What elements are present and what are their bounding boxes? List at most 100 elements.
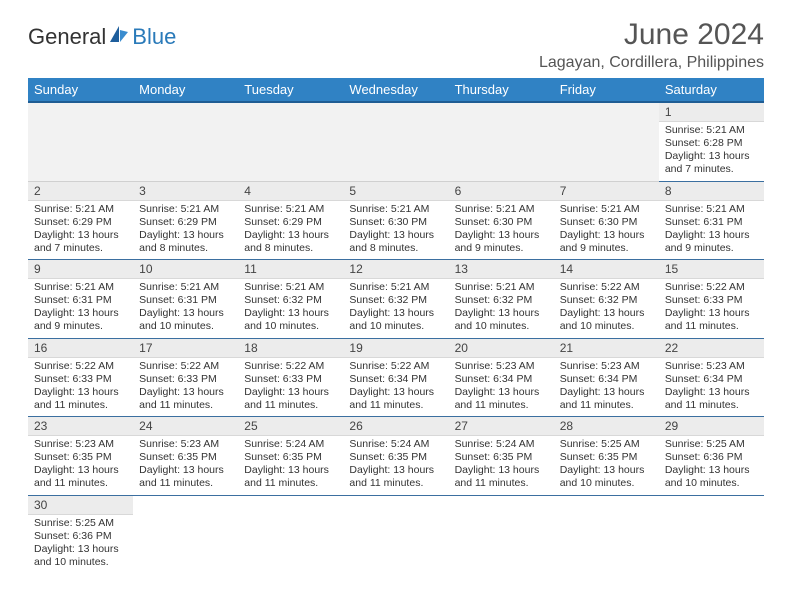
calendar-week: 2Sunrise: 5:21 AMSunset: 6:29 PMDaylight… bbox=[28, 181, 764, 260]
calendar-cell: 19Sunrise: 5:22 AMSunset: 6:34 PMDayligh… bbox=[343, 338, 448, 417]
day-details: Sunrise: 5:22 AMSunset: 6:32 PMDaylight:… bbox=[554, 279, 659, 338]
sunset-line: Sunset: 6:34 PM bbox=[455, 373, 548, 386]
day-number: 23 bbox=[28, 417, 133, 436]
day-details: Sunrise: 5:21 AMSunset: 6:31 PMDaylight:… bbox=[659, 201, 764, 260]
sunrise-line: Sunrise: 5:21 AM bbox=[349, 203, 442, 216]
day-details: Sunrise: 5:21 AMSunset: 6:32 PMDaylight:… bbox=[449, 279, 554, 338]
day-number: 10 bbox=[133, 260, 238, 279]
calendar-cell: 1Sunrise: 5:21 AMSunset: 6:28 PMDaylight… bbox=[659, 102, 764, 181]
title-block: June 2024 Lagayan, Cordillera, Philippin… bbox=[539, 18, 764, 72]
month-title: June 2024 bbox=[539, 18, 764, 52]
day-details: Sunrise: 5:22 AMSunset: 6:33 PMDaylight:… bbox=[28, 358, 133, 417]
sunset-line: Sunset: 6:33 PM bbox=[34, 373, 127, 386]
daylight-line: Daylight: 13 hours and 11 minutes. bbox=[665, 307, 758, 333]
day-number: 13 bbox=[449, 260, 554, 279]
day-number: 15 bbox=[659, 260, 764, 279]
daylight-line: Daylight: 13 hours and 7 minutes. bbox=[34, 229, 127, 255]
sunset-line: Sunset: 6:29 PM bbox=[244, 216, 337, 229]
daylight-line: Daylight: 13 hours and 9 minutes. bbox=[455, 229, 548, 255]
day-details: Sunrise: 5:24 AMSunset: 6:35 PMDaylight:… bbox=[343, 436, 448, 495]
day-details: Sunrise: 5:21 AMSunset: 6:29 PMDaylight:… bbox=[28, 201, 133, 260]
sunset-line: Sunset: 6:30 PM bbox=[455, 216, 548, 229]
calendar-table: SundayMondayTuesdayWednesdayThursdayFrid… bbox=[28, 78, 764, 573]
sunrise-line: Sunrise: 5:25 AM bbox=[34, 517, 127, 530]
calendar-cell bbox=[554, 102, 659, 181]
weekday-header: Monday bbox=[133, 78, 238, 102]
calendar-cell: 11Sunrise: 5:21 AMSunset: 6:32 PMDayligh… bbox=[238, 260, 343, 339]
calendar-week: 30Sunrise: 5:25 AMSunset: 6:36 PMDayligh… bbox=[28, 495, 764, 573]
daylight-line: Daylight: 13 hours and 10 minutes. bbox=[560, 464, 653, 490]
sunrise-line: Sunrise: 5:25 AM bbox=[560, 438, 653, 451]
sunrise-line: Sunrise: 5:21 AM bbox=[560, 203, 653, 216]
day-details: Sunrise: 5:25 AMSunset: 6:36 PMDaylight:… bbox=[659, 436, 764, 495]
calendar-cell: 27Sunrise: 5:24 AMSunset: 6:35 PMDayligh… bbox=[449, 417, 554, 496]
day-number: 30 bbox=[28, 496, 133, 515]
sunrise-line: Sunrise: 5:21 AM bbox=[665, 124, 758, 137]
page-header: General Blue June 2024 Lagayan, Cordille… bbox=[28, 18, 764, 72]
calendar-week: 1Sunrise: 5:21 AMSunset: 6:28 PMDaylight… bbox=[28, 102, 764, 181]
day-number: 25 bbox=[238, 417, 343, 436]
day-number: 8 bbox=[659, 182, 764, 201]
brand-text-1: General bbox=[28, 24, 106, 50]
sunrise-line: Sunrise: 5:23 AM bbox=[139, 438, 232, 451]
daylight-line: Daylight: 13 hours and 10 minutes. bbox=[349, 307, 442, 333]
calendar-week: 16Sunrise: 5:22 AMSunset: 6:33 PMDayligh… bbox=[28, 338, 764, 417]
calendar-cell: 24Sunrise: 5:23 AMSunset: 6:35 PMDayligh… bbox=[133, 417, 238, 496]
daylight-line: Daylight: 13 hours and 11 minutes. bbox=[244, 386, 337, 412]
sunrise-line: Sunrise: 5:21 AM bbox=[349, 281, 442, 294]
daylight-line: Daylight: 13 hours and 7 minutes. bbox=[665, 150, 758, 176]
day-number: 11 bbox=[238, 260, 343, 279]
sunset-line: Sunset: 6:33 PM bbox=[665, 294, 758, 307]
day-details: Sunrise: 5:23 AMSunset: 6:34 PMDaylight:… bbox=[659, 358, 764, 417]
day-details: Sunrise: 5:22 AMSunset: 6:33 PMDaylight:… bbox=[133, 358, 238, 417]
calendar-body: 1Sunrise: 5:21 AMSunset: 6:28 PMDaylight… bbox=[28, 102, 764, 573]
sunset-line: Sunset: 6:31 PM bbox=[665, 216, 758, 229]
sunset-line: Sunset: 6:35 PM bbox=[455, 451, 548, 464]
sunset-line: Sunset: 6:33 PM bbox=[139, 373, 232, 386]
sail-icon bbox=[108, 24, 130, 50]
daylight-line: Daylight: 13 hours and 8 minutes. bbox=[139, 229, 232, 255]
weekday-header: Wednesday bbox=[343, 78, 448, 102]
calendar-cell: 5Sunrise: 5:21 AMSunset: 6:30 PMDaylight… bbox=[343, 181, 448, 260]
calendar-cell: 18Sunrise: 5:22 AMSunset: 6:33 PMDayligh… bbox=[238, 338, 343, 417]
daylight-line: Daylight: 13 hours and 11 minutes. bbox=[34, 386, 127, 412]
day-number: 16 bbox=[28, 339, 133, 358]
sunset-line: Sunset: 6:32 PM bbox=[560, 294, 653, 307]
day-number: 6 bbox=[449, 182, 554, 201]
sunset-line: Sunset: 6:34 PM bbox=[349, 373, 442, 386]
daylight-line: Daylight: 13 hours and 11 minutes. bbox=[244, 464, 337, 490]
daylight-line: Daylight: 13 hours and 8 minutes. bbox=[349, 229, 442, 255]
calendar-cell: 21Sunrise: 5:23 AMSunset: 6:34 PMDayligh… bbox=[554, 338, 659, 417]
day-details: Sunrise: 5:22 AMSunset: 6:33 PMDaylight:… bbox=[659, 279, 764, 338]
sunrise-line: Sunrise: 5:24 AM bbox=[244, 438, 337, 451]
day-number: 9 bbox=[28, 260, 133, 279]
sunrise-line: Sunrise: 5:21 AM bbox=[244, 203, 337, 216]
sunset-line: Sunset: 6:34 PM bbox=[665, 373, 758, 386]
sunrise-line: Sunrise: 5:22 AM bbox=[244, 360, 337, 373]
calendar-cell bbox=[659, 495, 764, 573]
sunset-line: Sunset: 6:34 PM bbox=[560, 373, 653, 386]
calendar-cell: 4Sunrise: 5:21 AMSunset: 6:29 PMDaylight… bbox=[238, 181, 343, 260]
sunrise-line: Sunrise: 5:21 AM bbox=[455, 281, 548, 294]
day-details: Sunrise: 5:23 AMSunset: 6:35 PMDaylight:… bbox=[28, 436, 133, 495]
calendar-week: 23Sunrise: 5:23 AMSunset: 6:35 PMDayligh… bbox=[28, 417, 764, 496]
sunset-line: Sunset: 6:29 PM bbox=[139, 216, 232, 229]
sunset-line: Sunset: 6:36 PM bbox=[34, 530, 127, 543]
calendar-cell: 3Sunrise: 5:21 AMSunset: 6:29 PMDaylight… bbox=[133, 181, 238, 260]
calendar-cell: 17Sunrise: 5:22 AMSunset: 6:33 PMDayligh… bbox=[133, 338, 238, 417]
calendar-cell bbox=[343, 102, 448, 181]
sunrise-line: Sunrise: 5:21 AM bbox=[34, 203, 127, 216]
sunrise-line: Sunrise: 5:21 AM bbox=[244, 281, 337, 294]
calendar-cell bbox=[343, 495, 448, 573]
day-number: 26 bbox=[343, 417, 448, 436]
day-number: 19 bbox=[343, 339, 448, 358]
location-subtitle: Lagayan, Cordillera, Philippines bbox=[539, 54, 764, 72]
day-details: Sunrise: 5:25 AMSunset: 6:35 PMDaylight:… bbox=[554, 436, 659, 495]
calendar-cell: 14Sunrise: 5:22 AMSunset: 6:32 PMDayligh… bbox=[554, 260, 659, 339]
day-number: 28 bbox=[554, 417, 659, 436]
sunrise-line: Sunrise: 5:23 AM bbox=[455, 360, 548, 373]
day-details: Sunrise: 5:24 AMSunset: 6:35 PMDaylight:… bbox=[238, 436, 343, 495]
sunset-line: Sunset: 6:33 PM bbox=[244, 373, 337, 386]
day-number: 29 bbox=[659, 417, 764, 436]
calendar-cell: 15Sunrise: 5:22 AMSunset: 6:33 PMDayligh… bbox=[659, 260, 764, 339]
